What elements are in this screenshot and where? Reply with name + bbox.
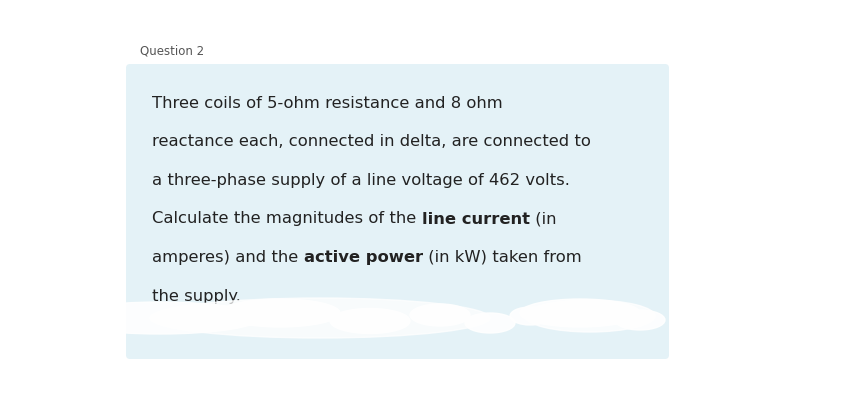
Text: Three coils of 5-ohm resistance and 8 ohm: Three coils of 5-ohm resistance and 8 oh… bbox=[152, 96, 502, 111]
Ellipse shape bbox=[60, 302, 260, 334]
Text: amperes) and the: amperes) and the bbox=[152, 250, 303, 265]
FancyBboxPatch shape bbox=[126, 64, 668, 359]
Text: Question 2: Question 2 bbox=[139, 45, 204, 58]
Ellipse shape bbox=[464, 313, 514, 333]
Text: reactance each, connected in delta, are connected to: reactance each, connected in delta, are … bbox=[152, 134, 590, 150]
Text: (in kW) taken from: (in kW) taken from bbox=[422, 250, 580, 265]
Text: Calculate the magnitudes of the: Calculate the magnitudes of the bbox=[152, 212, 421, 226]
Text: a three-phase supply of a line voltage of 462 volts.: a three-phase supply of a line voltage o… bbox=[152, 173, 569, 188]
Ellipse shape bbox=[519, 299, 639, 327]
Text: active power: active power bbox=[303, 250, 422, 265]
Ellipse shape bbox=[150, 298, 489, 338]
Ellipse shape bbox=[410, 304, 469, 326]
Ellipse shape bbox=[220, 299, 339, 327]
Ellipse shape bbox=[330, 308, 410, 334]
Ellipse shape bbox=[510, 307, 549, 325]
Ellipse shape bbox=[524, 300, 654, 332]
Text: the supply.: the supply. bbox=[152, 288, 240, 304]
Text: line current: line current bbox=[421, 212, 529, 226]
Text: (in: (in bbox=[529, 212, 555, 226]
Ellipse shape bbox=[614, 310, 664, 330]
